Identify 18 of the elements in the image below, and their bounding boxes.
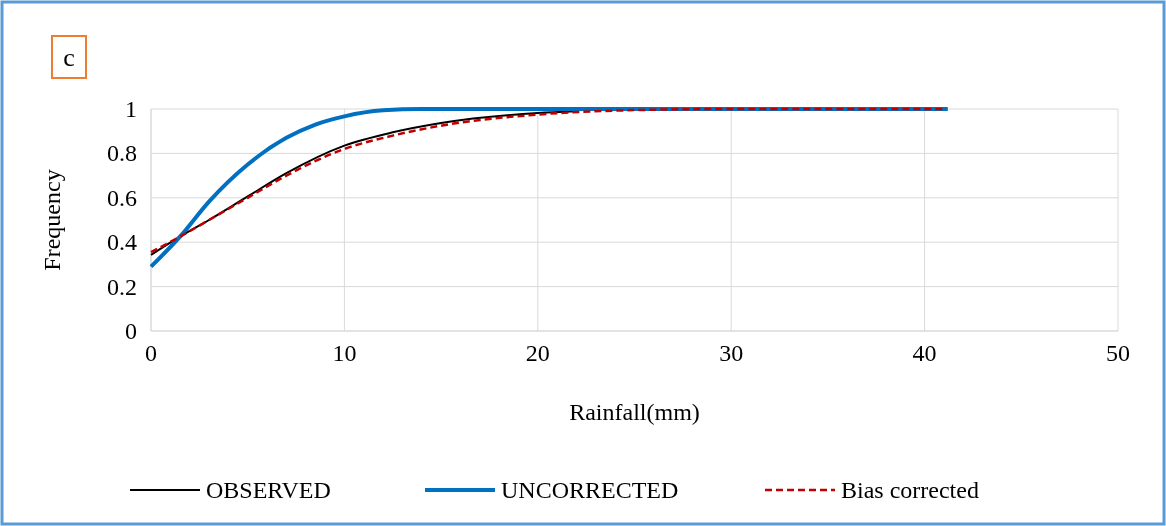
- x-tick-label: 0: [145, 340, 157, 366]
- x-tick-label: 40: [912, 340, 937, 366]
- x-tick-label: 50: [1106, 340, 1130, 366]
- x-axis-title: Rainfall(mm): [569, 399, 700, 425]
- x-tick-label: 30: [719, 340, 744, 366]
- y-tick-label: 0.8: [107, 140, 137, 167]
- y-tick-label: 0.2: [107, 273, 137, 300]
- x-tick-label: 10: [332, 340, 357, 366]
- legend-label: Bias corrected: [841, 477, 979, 503]
- y-tick-label: 1: [125, 96, 137, 122]
- y-tick-label: 0: [125, 318, 137, 344]
- legend-label: OBSERVED: [206, 477, 331, 503]
- x-tick-label: 20: [525, 340, 550, 366]
- y-axis-title: Frequency: [39, 169, 65, 271]
- y-tick-label: 0.4: [107, 229, 137, 256]
- legend-label: UNCORRECTED: [501, 477, 679, 503]
- y-tick-label: 0.6: [107, 184, 137, 211]
- text: c: [63, 43, 75, 72]
